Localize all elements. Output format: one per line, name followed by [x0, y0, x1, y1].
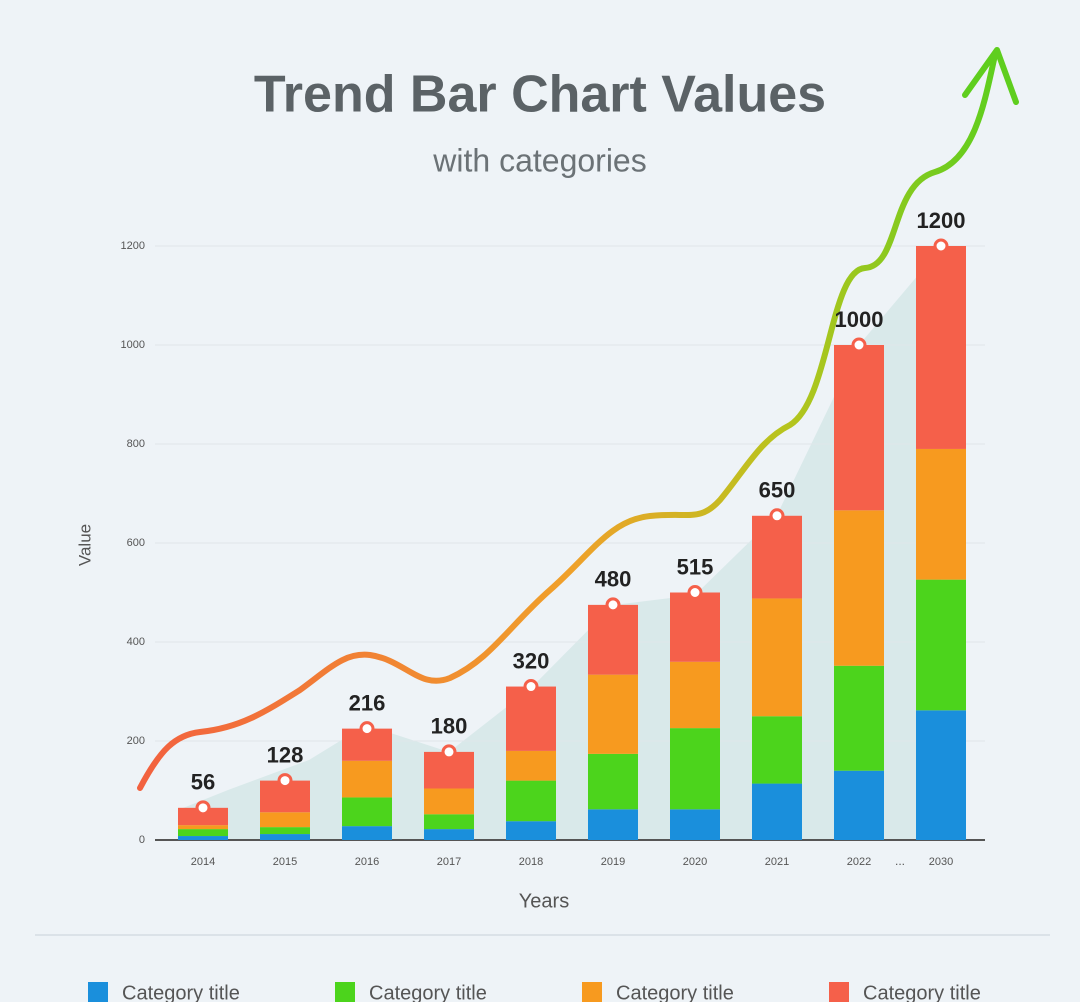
bar-segment: [178, 829, 228, 837]
axis-gap-label: ...: [895, 854, 905, 868]
bar-segment: [260, 812, 310, 828]
x-tick-label: 2017: [437, 856, 461, 868]
legend-label: Category title: [863, 982, 981, 1002]
bar-segment: [506, 780, 556, 822]
bar-segment: [834, 665, 884, 771]
x-tick-label: 2021: [765, 856, 789, 868]
x-axis-label: Years: [519, 890, 569, 912]
total-label: 320: [513, 648, 550, 673]
legend-swatch: [829, 982, 849, 1002]
bar-segment: [916, 710, 966, 840]
bar-segment: [670, 661, 720, 729]
bar-segment: [588, 809, 638, 840]
legend-swatch: [582, 982, 602, 1002]
total-label: 128: [267, 742, 304, 767]
x-tick-label: 2030: [929, 856, 953, 868]
bar-segment: [424, 829, 474, 840]
x-tick-label: 2022: [847, 856, 871, 868]
top-marker: [441, 744, 457, 760]
bar-segment: [342, 826, 392, 840]
bar-segment: [588, 674, 638, 754]
bar-segment: [752, 783, 802, 840]
bar-segment: [260, 834, 310, 840]
bar-segment: [916, 246, 966, 449]
legend-label: Category title: [369, 982, 487, 1002]
top-marker: [277, 773, 293, 789]
bar-segment: [178, 807, 228, 826]
arrow-head: [962, 47, 1019, 105]
top-marker: [359, 721, 375, 737]
bar-segment: [506, 686, 556, 751]
x-tick-label: 2015: [273, 856, 297, 868]
bar-segment: [752, 598, 802, 717]
y-tick-label: 400: [127, 636, 145, 648]
total-label: 1200: [917, 208, 966, 233]
bar-segment: [834, 510, 884, 666]
bar-segment: [670, 592, 720, 662]
bar-segment: [752, 716, 802, 784]
bar-segment: [424, 814, 474, 830]
bar-segment: [506, 750, 556, 781]
bar-segment: [260, 827, 310, 835]
bar-segment: [588, 753, 638, 810]
total-label: 515: [677, 554, 714, 579]
total-label: 650: [759, 478, 796, 503]
y-tick-label: 600: [127, 537, 145, 549]
chart-subtitle: with categories: [432, 142, 646, 178]
top-marker: [605, 597, 621, 613]
bar-segment: [752, 515, 802, 599]
y-tick-label: 0: [139, 834, 145, 846]
legend-label: Category title: [616, 982, 734, 1002]
bar-segment: [670, 728, 720, 810]
bar-segment: [342, 797, 392, 827]
top-marker: [687, 585, 703, 600]
bar-segment: [424, 788, 474, 815]
total-label: 216: [349, 690, 386, 715]
top-marker: [769, 508, 785, 524]
bar-segment: [506, 821, 556, 840]
top-marker: [523, 679, 539, 695]
legend-swatch: [335, 982, 355, 1002]
bar-segment: [670, 809, 720, 840]
bar-segment: [178, 836, 228, 840]
y-tick-label: 1000: [121, 339, 145, 351]
total-label: 56: [191, 770, 215, 795]
chart-title: Trend Bar Chart Values: [254, 66, 826, 124]
top-marker: [933, 238, 949, 254]
y-tick-label: 800: [127, 438, 145, 450]
bar-segment: [178, 825, 228, 830]
legend-label: Category title: [122, 982, 240, 1002]
y-tick-label: 1200: [121, 240, 145, 252]
trend-area: [178, 248, 941, 840]
total-label: 1000: [835, 307, 884, 332]
bar-segment: [342, 760, 392, 798]
bar-segment: [916, 579, 966, 711]
top-marker: [195, 800, 211, 816]
x-tick-label: 2019: [601, 856, 625, 868]
total-label: 480: [595, 567, 632, 592]
y-axis-label: Value: [75, 524, 94, 566]
x-tick-label: 2020: [683, 856, 707, 868]
total-label: 180: [431, 714, 468, 739]
plot: [155, 245, 985, 841]
bar-segment: [588, 604, 638, 675]
x-tick-label: 2018: [519, 856, 543, 868]
legend-swatch: [88, 982, 108, 1002]
bar-segment: [916, 448, 966, 580]
trend-arrow: [137, 52, 998, 791]
bar-segment: [834, 770, 884, 840]
x-tick-label: 2016: [355, 856, 379, 868]
bar-segment: [834, 345, 884, 511]
y-tick-label: 200: [127, 735, 145, 747]
x-tick-label: 2014: [191, 856, 215, 868]
top-marker: [851, 337, 867, 353]
